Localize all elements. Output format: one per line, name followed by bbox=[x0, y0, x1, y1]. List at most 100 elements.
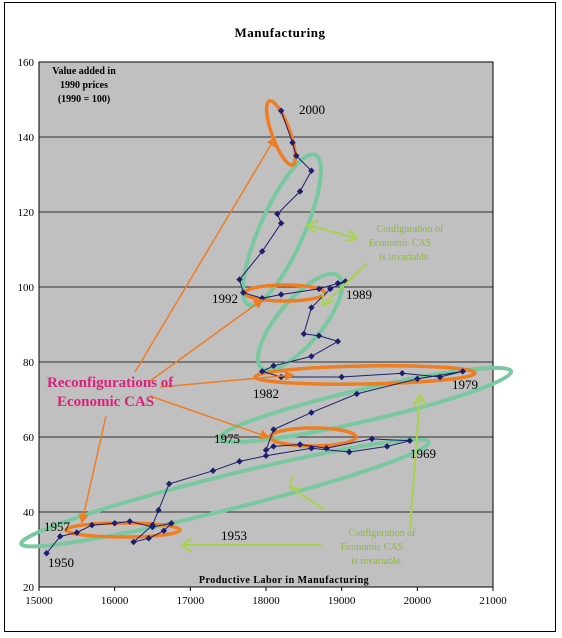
data-point bbox=[126, 518, 133, 525]
data-point bbox=[130, 538, 137, 546]
year-label-1979: 1979 bbox=[452, 377, 478, 392]
data-point bbox=[270, 443, 277, 450]
data-point bbox=[240, 289, 247, 296]
data-point bbox=[308, 445, 315, 452]
green-head-top-1 bbox=[305, 220, 319, 234]
green-head-bot-2 bbox=[288, 475, 302, 490]
x-tick-label: 19000 bbox=[328, 595, 356, 607]
data-point bbox=[155, 506, 162, 514]
data-point bbox=[259, 248, 266, 255]
data-point bbox=[73, 529, 81, 536]
data-point bbox=[323, 445, 330, 452]
data-point bbox=[346, 448, 353, 456]
data-point bbox=[414, 375, 421, 383]
data-point bbox=[236, 458, 243, 465]
data-point bbox=[296, 188, 304, 195]
orange-ellipse-1979 bbox=[253, 364, 477, 386]
data-point bbox=[308, 304, 315, 311]
y-label-line-1: Value added in bbox=[52, 66, 116, 77]
orange-arrow-1957 bbox=[78, 415, 107, 524]
data-point bbox=[308, 353, 315, 360]
orange-arrow-1975 bbox=[149, 395, 270, 440]
config-top-line-1: Configuration of bbox=[377, 224, 445, 235]
configuration-ellipses bbox=[19, 152, 514, 549]
data-point bbox=[353, 390, 360, 398]
orange-arrow-2000 bbox=[134, 136, 277, 373]
data-point bbox=[436, 373, 444, 381]
y-tick-label: 140 bbox=[18, 132, 35, 144]
data-point bbox=[160, 527, 168, 534]
data-point bbox=[262, 446, 270, 454]
orange-arrow-1992 bbox=[149, 298, 264, 382]
x-axis-label: Productive Labor in Manufacturing bbox=[199, 575, 369, 586]
data-point bbox=[262, 452, 270, 459]
y-tick-label: 60 bbox=[23, 432, 35, 444]
teal-ellipse-bottom bbox=[19, 437, 431, 549]
configuration-annotation-bottom: Configuration of Economic CAS is invaria… bbox=[341, 528, 416, 567]
x-tick-label: 20000 bbox=[404, 595, 432, 607]
data-point bbox=[236, 276, 243, 283]
data-point bbox=[145, 535, 152, 542]
data-point bbox=[259, 368, 266, 375]
year-label-1989: 1989 bbox=[346, 287, 372, 302]
y-label-line-3: (1990 = 100) bbox=[58, 94, 110, 105]
x-tick-label: 16000 bbox=[101, 595, 129, 607]
data-point bbox=[274, 210, 281, 218]
orange-ellipse-2000 bbox=[264, 99, 298, 167]
year-labels: 2000 1992 1989 1982 1979 1975 1969 1953 … bbox=[44, 102, 478, 570]
data-point bbox=[111, 520, 118, 527]
x-tick-label: 17000 bbox=[177, 595, 205, 607]
data-point bbox=[88, 521, 96, 529]
data-point bbox=[289, 139, 296, 146]
data-point bbox=[168, 520, 175, 527]
data-point bbox=[334, 280, 342, 287]
orange-arrow-1982 bbox=[159, 370, 295, 388]
y-label-line-2: 1990 prices bbox=[60, 80, 108, 91]
config-bottom-line-1: Configuration of bbox=[349, 528, 417, 539]
data-point bbox=[293, 152, 300, 159]
reconfig-line-2: Economic CAS bbox=[57, 394, 154, 410]
data-point bbox=[277, 220, 285, 227]
green-arrow-top-2 bbox=[322, 262, 369, 306]
reconfigurations-annotation: Reconfigurations of Economic CAS bbox=[47, 375, 174, 410]
data-point bbox=[149, 521, 156, 529]
data-point bbox=[315, 285, 323, 293]
y-tick-label: 160 bbox=[18, 57, 35, 69]
year-label-1982: 1982 bbox=[253, 386, 279, 401]
data-point bbox=[383, 443, 391, 450]
data-point bbox=[459, 368, 466, 375]
x-axis-ticks: 15000 16000 17000 18000 19000 20000 21000 bbox=[25, 587, 507, 607]
year-label-1950: 1950 bbox=[48, 555, 74, 570]
x-tick-label: 18000 bbox=[252, 595, 280, 607]
x-tick-label: 15000 bbox=[25, 595, 53, 607]
data-point bbox=[277, 107, 285, 114]
green-head-top-2 bbox=[322, 293, 335, 307]
orange-ellipse-1957 bbox=[64, 521, 182, 539]
data-point bbox=[315, 332, 323, 339]
data-point bbox=[277, 291, 285, 298]
y-axis-ticks: 20 40 60 80 100 120 140 160 bbox=[18, 57, 35, 594]
year-label-1975: 1975 bbox=[214, 431, 240, 446]
year-label-1957: 1957 bbox=[44, 519, 71, 534]
config-top-line-2: Economic CAS bbox=[369, 238, 432, 249]
y-tick-label: 40 bbox=[23, 507, 35, 519]
green-arrows bbox=[182, 224, 421, 546]
reconfig-line-1: Reconfigurations of bbox=[47, 375, 174, 391]
data-point bbox=[209, 467, 217, 474]
data-point bbox=[338, 373, 345, 381]
year-label-2000: 2000 bbox=[299, 102, 325, 117]
y-tick-label: 80 bbox=[23, 357, 35, 369]
config-top-line-3: is invariable. bbox=[379, 252, 431, 263]
green-head-bot-1 bbox=[412, 393, 427, 407]
x-tick-label: 21000 bbox=[479, 595, 507, 607]
y-tick-label: 120 bbox=[18, 207, 35, 219]
data-point bbox=[308, 167, 315, 174]
data-point bbox=[334, 338, 342, 345]
orange-arrows bbox=[78, 136, 295, 524]
configuration-annotation-top: Configuration of Economic CAS is invaria… bbox=[369, 224, 444, 263]
data-point bbox=[300, 330, 308, 338]
year-label-1969: 1969 bbox=[410, 446, 436, 461]
teal-ellipse-top bbox=[241, 152, 323, 308]
chart-title: Manufacturing bbox=[235, 25, 326, 40]
